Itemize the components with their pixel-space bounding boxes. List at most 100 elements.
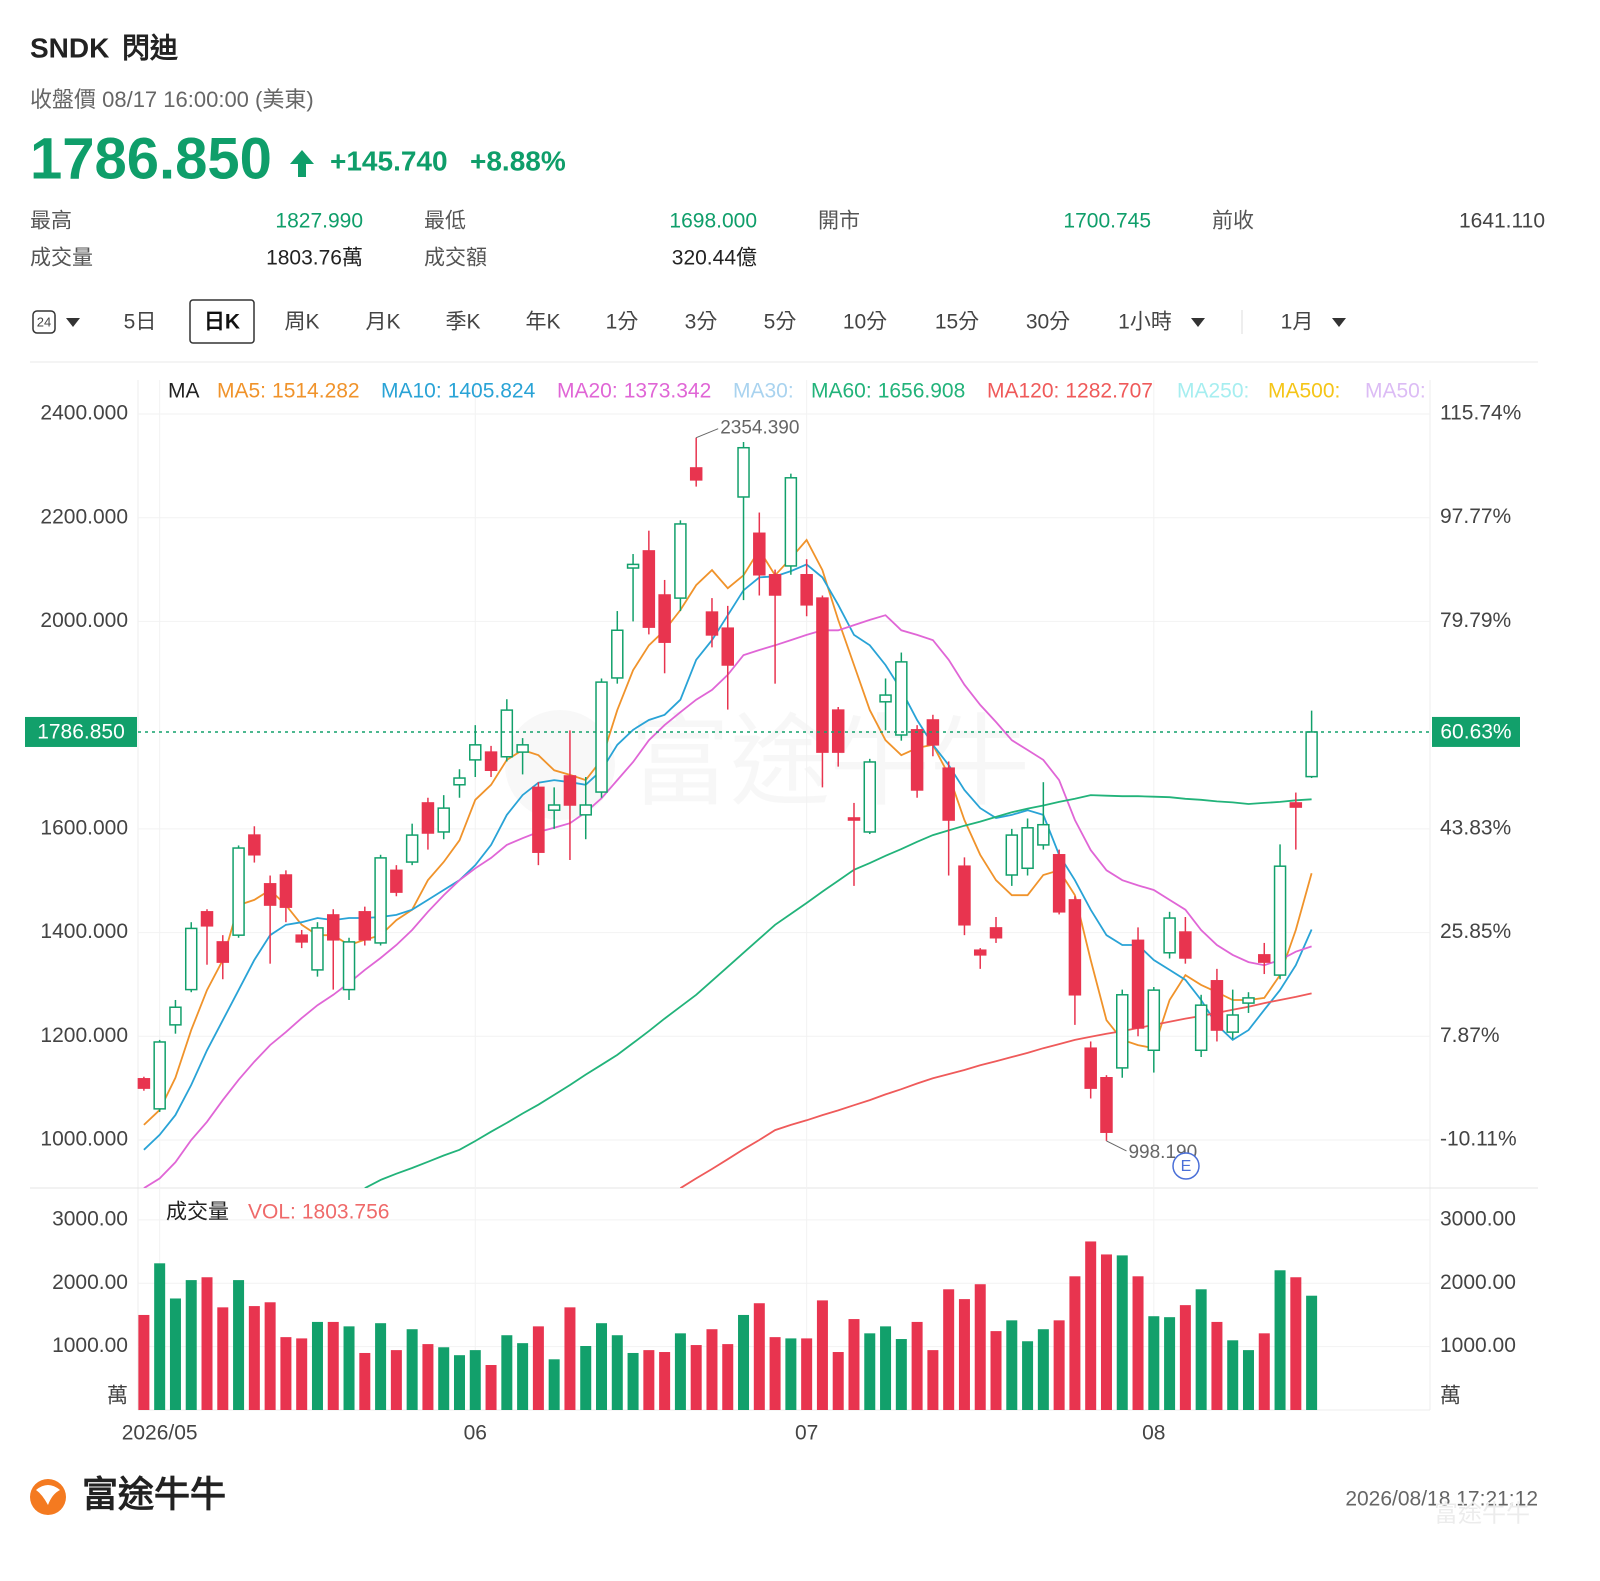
candle-body xyxy=(1226,1014,1239,1033)
volume-bar xyxy=(848,1319,860,1410)
candle-body xyxy=(1305,731,1318,778)
volume-bar xyxy=(469,1350,481,1410)
volume-bar xyxy=(501,1335,513,1410)
volume-bar xyxy=(169,1298,181,1410)
last-pct-label: 60.63% xyxy=(1440,720,1511,743)
stat-label: 最高 xyxy=(30,210,72,233)
dropdown xyxy=(1191,318,1205,327)
candle-body xyxy=(1147,989,1161,1052)
legend-value: 1373.342 xyxy=(624,380,712,403)
volume-bar xyxy=(753,1303,765,1410)
footer: 富途牛牛 2026/08/18 17:21:12 富途牛牛 xyxy=(30,1474,1538,1527)
volume-bar xyxy=(738,1314,750,1410)
volume-bar xyxy=(943,1289,955,1410)
candle-body xyxy=(279,874,293,908)
volume-bar xyxy=(1006,1320,1018,1410)
tab[interactable]: 30分 xyxy=(1026,311,1070,334)
volume-bar xyxy=(974,1284,986,1410)
y2-tick-label: 25.85% xyxy=(1440,920,1511,943)
volume-bar xyxy=(311,1321,323,1410)
change: +145.740 xyxy=(330,145,448,176)
candle-body xyxy=(358,911,372,941)
volume-bar xyxy=(280,1337,292,1410)
candle-body xyxy=(800,574,813,606)
legend-name: MA500: xyxy=(1268,380,1340,403)
volume-bar xyxy=(485,1365,497,1410)
tab[interactable]: 年K xyxy=(525,311,560,334)
volume-bar xyxy=(880,1326,892,1410)
stat-value: 1700.745 xyxy=(1063,210,1151,233)
status: 收盤價 08/17 16:00:00 (美東) xyxy=(30,87,314,112)
tab[interactable]: 5日 xyxy=(124,311,157,334)
candle-body xyxy=(1052,854,1066,913)
vol-tick-label-right: 3000.00 xyxy=(1440,1207,1516,1230)
volume-bar xyxy=(706,1329,718,1410)
candle-body xyxy=(674,523,687,599)
candle-body xyxy=(784,477,798,567)
legend-name: MA250: xyxy=(1177,380,1249,403)
legend-value: 1405.824 xyxy=(448,380,536,403)
tab[interactable]: 3分 xyxy=(685,311,718,334)
stat-value: 1698.000 xyxy=(669,210,757,233)
volume-bar xyxy=(548,1359,560,1410)
tab[interactable]: 10分 xyxy=(843,311,887,334)
candle-body xyxy=(153,1041,166,1110)
leader xyxy=(696,428,719,439)
candle-body xyxy=(1100,1077,1113,1133)
legend-name: MA120: xyxy=(987,380,1059,403)
tab[interactable]: 月K xyxy=(365,311,400,334)
earnings-icon xyxy=(1172,1152,1200,1180)
candle-body xyxy=(1037,823,1050,846)
candle-body xyxy=(579,804,592,816)
stat-label: 開市 xyxy=(818,210,860,233)
candle-body xyxy=(563,775,577,806)
candle-body xyxy=(295,934,308,943)
y-tick-label: 1000.000 xyxy=(40,1128,128,1151)
y2-tick-label: 97.77% xyxy=(1440,505,1511,528)
tab[interactable]: 1分 xyxy=(606,311,639,334)
leader xyxy=(1106,1140,1127,1152)
volume-bar xyxy=(532,1326,544,1410)
candle-body xyxy=(1273,865,1287,976)
volume-bar xyxy=(1258,1333,1270,1410)
day-icon xyxy=(32,310,56,334)
tab[interactable]: 1月 xyxy=(1281,311,1314,334)
candle-body xyxy=(910,729,924,791)
tab[interactable]: 日K xyxy=(204,311,240,334)
watermark-text: 富途牛牛 xyxy=(630,706,1030,818)
vol-tick-label-right: 2000.00 xyxy=(1440,1271,1516,1294)
candle-body xyxy=(137,1078,151,1089)
candle-body xyxy=(374,857,387,944)
candle-body xyxy=(184,927,198,991)
volume-bar xyxy=(1053,1320,1065,1410)
candle-body xyxy=(263,883,277,906)
volume-bar xyxy=(627,1352,639,1410)
tab[interactable]: 15分 xyxy=(935,311,979,334)
volume-bar xyxy=(1037,1329,1049,1410)
volume-bar xyxy=(659,1352,671,1410)
candle-body xyxy=(216,941,230,963)
candle-body xyxy=(689,467,703,481)
tab[interactable]: 季K xyxy=(445,311,480,334)
volume-bar xyxy=(359,1352,371,1410)
logo-mark xyxy=(36,1485,60,1505)
tab[interactable]: 24 xyxy=(37,314,51,329)
candle-body xyxy=(342,941,356,991)
stat-label: 成交量 xyxy=(30,247,93,270)
tab[interactable]: 周K xyxy=(284,311,319,334)
volume-bar xyxy=(154,1263,166,1410)
candle-body xyxy=(484,751,498,772)
stock-name: 閃迪 xyxy=(122,32,178,63)
candle-body xyxy=(831,709,845,753)
vol-tick-label-right: 1000.00 xyxy=(1440,1334,1516,1357)
volume-bar xyxy=(343,1326,355,1410)
volume-bar xyxy=(1227,1340,1239,1410)
y-tick-label: 2400.000 xyxy=(40,402,128,425)
volume-bar xyxy=(1179,1305,1191,1410)
candle-body xyxy=(1179,931,1192,959)
tab[interactable]: 5分 xyxy=(764,311,797,334)
tab[interactable]: 1小時 xyxy=(1118,311,1172,334)
volume-bar xyxy=(816,1300,828,1410)
candle-body xyxy=(390,869,403,893)
legend-title: MA xyxy=(168,380,200,403)
